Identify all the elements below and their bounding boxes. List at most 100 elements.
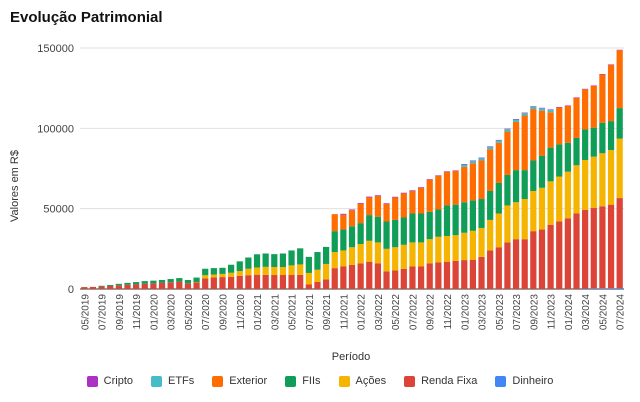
bar-segment-cripto xyxy=(564,105,571,106)
y-tick-label: 150000 xyxy=(37,43,74,55)
x-tick-label: 09/2021 xyxy=(322,294,333,331)
bar-segment-renda-fixa xyxy=(115,285,122,289)
x-tick-label: 11/2023 xyxy=(547,294,558,330)
bar-segment-fiis xyxy=(564,142,571,172)
legend-swatch xyxy=(404,375,416,387)
bar-segment-renda-fixa xyxy=(176,281,183,289)
bar-segment-renda-fixa xyxy=(305,284,312,289)
x-tick-label: 05/2022 xyxy=(391,294,402,331)
x-tick-label: 07/2023 xyxy=(512,294,523,331)
bar-segment-a-es xyxy=(314,269,321,282)
legend-item-dinheiro[interactable]: Dinheiro xyxy=(495,375,553,387)
bar-segment-renda-fixa xyxy=(245,275,252,289)
bar-segment-a-es xyxy=(504,205,511,243)
x-tick-label: 09/2020 xyxy=(218,294,229,331)
x-tick-label: 05/2023 xyxy=(495,294,506,331)
bar-segment-renda-fixa xyxy=(616,198,623,289)
bar-segment-renda-fixa xyxy=(288,275,295,289)
bar-segment-fiis xyxy=(158,280,166,283)
bar-segment-etfs xyxy=(478,158,485,161)
x-tick-label: 07/2024 xyxy=(616,294,627,331)
x-tick-label: 01/2024 xyxy=(564,294,575,331)
bar-segment-a-es xyxy=(392,247,399,271)
bar-segment-exterior xyxy=(374,195,382,217)
bar-segment-etfs xyxy=(461,164,468,167)
bar-segment-fiis xyxy=(314,252,321,270)
bar-segment-cripto xyxy=(469,160,476,161)
bar-segment-renda-fixa xyxy=(253,274,261,289)
bar-segment-exterior xyxy=(599,74,606,123)
bar-segment-a-es xyxy=(469,230,476,260)
bar-segment-exterior xyxy=(530,109,537,161)
bar-segment-exterior xyxy=(392,197,399,220)
bar-segment-renda-fixa xyxy=(81,287,88,289)
bar-segment-cripto xyxy=(599,74,606,75)
bar-segment-cripto xyxy=(616,49,623,51)
bar-segment-fiis xyxy=(487,190,494,220)
bar-segment-renda-fixa xyxy=(417,266,425,289)
bar-segment-a-es xyxy=(487,219,494,251)
bar-segment-exterior xyxy=(366,197,373,216)
bar-segment-exterior xyxy=(469,163,476,201)
bar-segment-renda-fixa xyxy=(452,260,459,289)
bar-segment-a-es xyxy=(245,268,252,276)
x-tick-label: 11/2022 xyxy=(443,294,454,330)
bar-segment-cripto xyxy=(426,179,433,180)
legend-item-fiis[interactable]: FIIs xyxy=(285,375,321,387)
bar-segment-exterior xyxy=(478,160,485,200)
bar-segment-a-es xyxy=(374,242,382,264)
bar-segment-fiis xyxy=(150,280,157,284)
bar-segment-a-es xyxy=(340,250,347,267)
bar-segment-exterior xyxy=(383,203,390,222)
bar-segment-renda-fixa xyxy=(469,259,476,289)
bar-segment-fiis xyxy=(409,213,416,243)
bar-segment-renda-fixa xyxy=(331,268,338,289)
x-tick-label: 03/2020 xyxy=(167,294,178,331)
bar-segment-fiis xyxy=(478,199,485,228)
bar-segment-renda-fixa xyxy=(124,284,131,289)
x-tick-label: 09/2022 xyxy=(426,294,437,331)
y-axis-ticks: 0 50000 100000 150000 xyxy=(37,43,74,296)
bar-segment-renda-fixa xyxy=(556,221,563,289)
bar-segment-cripto xyxy=(452,170,459,171)
bar-segment-exterior xyxy=(538,110,546,156)
bar-segment-fiis xyxy=(512,170,520,203)
bar-segment-exterior xyxy=(573,97,580,138)
bar-segment-renda-fixa xyxy=(271,275,278,289)
bar-segment-fiis xyxy=(228,264,235,273)
bar-segment-exterior xyxy=(487,149,494,191)
bar-segment-exterior xyxy=(443,171,451,206)
legend-label: Exterior xyxy=(229,375,268,387)
legend-item-cripto[interactable]: Cripto xyxy=(86,375,133,387)
bar-segment-fiis xyxy=(452,204,459,236)
legend-item-etfs[interactable]: ETFs xyxy=(151,375,194,387)
legend-item-exterior[interactable]: Exterior xyxy=(212,375,267,387)
bar-segment-exterior xyxy=(348,210,356,227)
bar-segment-cripto xyxy=(340,213,347,215)
bar-segment-dinheiro xyxy=(616,288,623,289)
legend-item-a-es[interactable]: Ações xyxy=(338,375,386,387)
bar-segment-a-es xyxy=(297,264,304,275)
legend-item-renda-fixa[interactable]: Renda Fixa xyxy=(404,375,477,387)
bar-segment-a-es xyxy=(478,227,485,257)
bar-segment-a-es xyxy=(495,213,502,248)
bar-segment-renda-fixa xyxy=(478,256,485,289)
bar-segment-fiis xyxy=(392,219,399,248)
bar-segment-renda-fixa xyxy=(228,276,235,289)
bar-segment-fiis xyxy=(461,202,468,233)
bar-segment-renda-fixa xyxy=(461,260,468,289)
bar-segment-a-es xyxy=(556,176,563,222)
bar-segment-fiis xyxy=(245,257,252,269)
bar-segment-fiis xyxy=(322,246,330,264)
bar-segment-etfs xyxy=(487,146,494,150)
bar-segment-exterior xyxy=(547,112,554,148)
bar-segment-cripto xyxy=(573,97,580,98)
x-tick-label: 03/2021 xyxy=(270,294,281,331)
bar-segment-renda-fixa xyxy=(314,281,321,289)
legend-label: Cripto xyxy=(103,375,133,387)
bar-segment-a-es xyxy=(607,150,615,205)
bar-segment-renda-fixa xyxy=(443,261,451,289)
bar-segment-exterior xyxy=(590,85,597,128)
bar-segment-exterior xyxy=(521,115,528,171)
bar-segment-cripto xyxy=(478,157,485,159)
